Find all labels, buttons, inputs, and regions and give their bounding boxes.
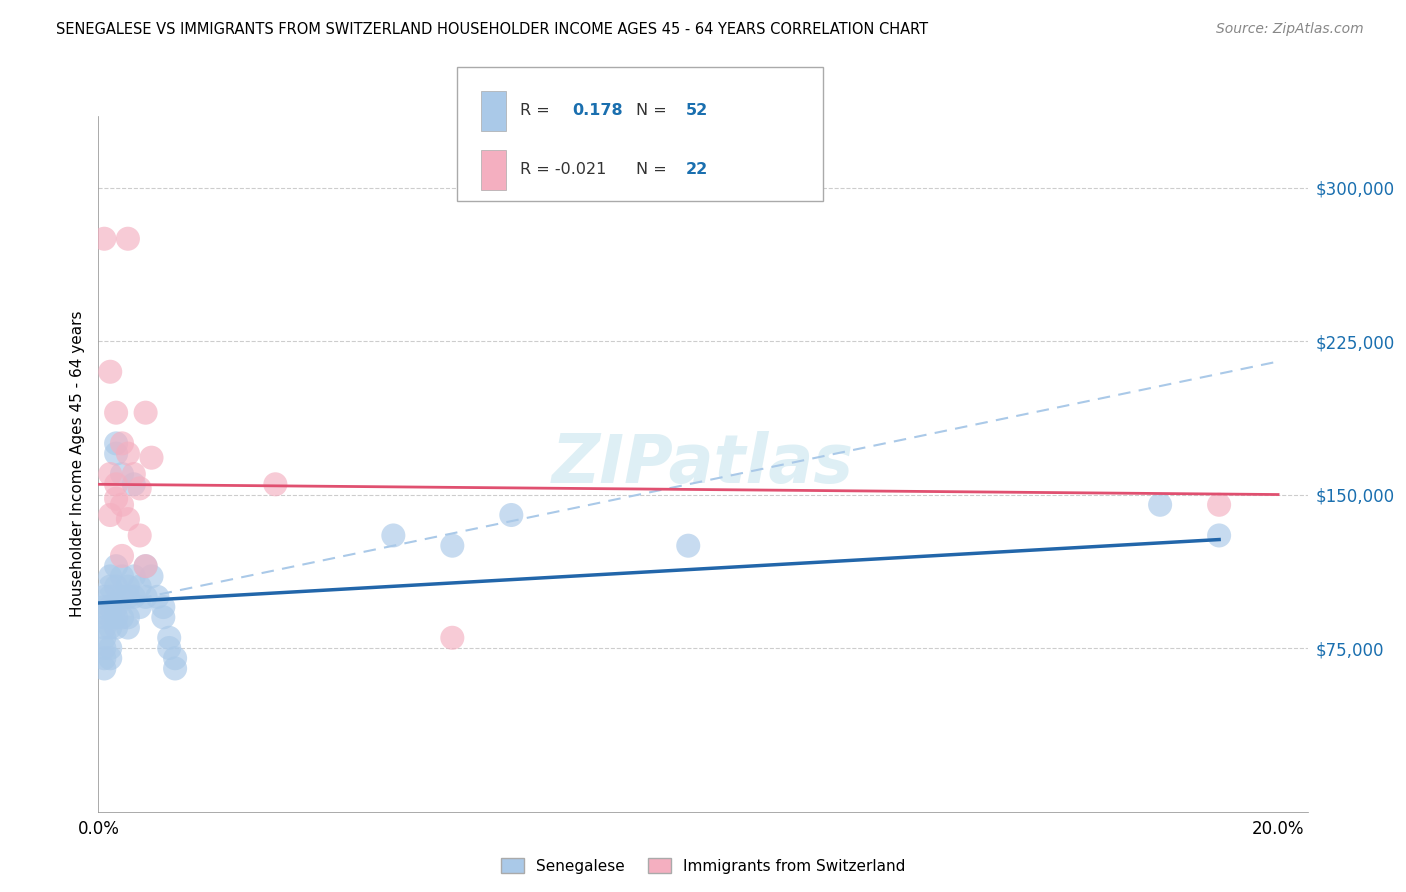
Text: Source: ZipAtlas.com: Source: ZipAtlas.com	[1216, 22, 1364, 37]
Point	[146, 590, 169, 604]
Point	[98, 590, 121, 604]
Text: 52: 52	[686, 103, 709, 118]
Point	[117, 447, 139, 461]
Point	[117, 590, 139, 604]
Point	[93, 631, 115, 645]
Point	[98, 569, 121, 583]
Point	[165, 651, 187, 665]
Point	[135, 559, 157, 574]
Point	[441, 539, 464, 553]
Text: N =: N =	[636, 103, 666, 118]
Y-axis label: Householder Income Ages 45 - 64 years: Householder Income Ages 45 - 64 years	[70, 310, 86, 617]
Point	[93, 640, 115, 655]
Point	[678, 539, 700, 553]
Point	[1149, 498, 1171, 512]
Point	[105, 447, 128, 461]
Point	[98, 365, 121, 379]
Point	[128, 482, 150, 496]
Text: N =: N =	[636, 161, 666, 177]
Point	[122, 477, 145, 491]
Point	[111, 569, 134, 583]
Point	[117, 232, 139, 246]
Point	[135, 406, 157, 420]
Point	[122, 467, 145, 481]
Point	[93, 651, 115, 665]
Point	[141, 450, 163, 465]
Point	[117, 621, 139, 635]
Point	[117, 610, 139, 624]
Point	[111, 590, 134, 604]
Point	[152, 600, 174, 615]
Point	[93, 621, 115, 635]
Point	[93, 232, 115, 246]
Point	[128, 600, 150, 615]
Point	[111, 436, 134, 450]
Point	[105, 610, 128, 624]
Point	[98, 508, 121, 522]
Point	[165, 661, 187, 675]
Text: R = -0.021: R = -0.021	[520, 161, 606, 177]
Point	[98, 467, 121, 481]
Point	[105, 621, 128, 635]
Text: 0.178: 0.178	[572, 103, 623, 118]
Point	[98, 651, 121, 665]
Point	[157, 631, 180, 645]
Point	[105, 477, 128, 491]
Point	[135, 590, 157, 604]
Point	[111, 549, 134, 563]
Text: ZIPatlas: ZIPatlas	[553, 431, 853, 497]
Point	[93, 600, 115, 615]
Point	[105, 600, 128, 615]
Point	[152, 610, 174, 624]
Point	[105, 491, 128, 506]
Point	[264, 477, 287, 491]
Point	[128, 580, 150, 594]
Text: R =: R =	[520, 103, 550, 118]
Point	[98, 580, 121, 594]
Point	[98, 610, 121, 624]
Point	[117, 512, 139, 526]
Point	[98, 621, 121, 635]
Point	[141, 569, 163, 583]
Point	[105, 436, 128, 450]
Point	[105, 580, 128, 594]
Point	[501, 508, 523, 522]
Point	[111, 610, 134, 624]
Legend: Senegalese, Immigrants from Switzerland: Senegalese, Immigrants from Switzerland	[495, 852, 911, 880]
Point	[135, 559, 157, 574]
Point	[111, 498, 134, 512]
Point	[105, 559, 128, 574]
Point	[98, 640, 121, 655]
Point	[93, 590, 115, 604]
Point	[93, 610, 115, 624]
Point	[1208, 528, 1230, 542]
Point	[98, 600, 121, 615]
Point	[117, 580, 139, 594]
Point	[157, 640, 180, 655]
Point	[122, 569, 145, 583]
Point	[105, 406, 128, 420]
Point	[122, 590, 145, 604]
Text: 22: 22	[686, 161, 709, 177]
Point	[111, 467, 134, 481]
Point	[382, 528, 405, 542]
Point	[128, 528, 150, 542]
Point	[441, 631, 464, 645]
Point	[93, 661, 115, 675]
Text: SENEGALESE VS IMMIGRANTS FROM SWITZERLAND HOUSEHOLDER INCOME AGES 45 - 64 YEARS : SENEGALESE VS IMMIGRANTS FROM SWITZERLAN…	[56, 22, 928, 37]
Point	[1208, 498, 1230, 512]
